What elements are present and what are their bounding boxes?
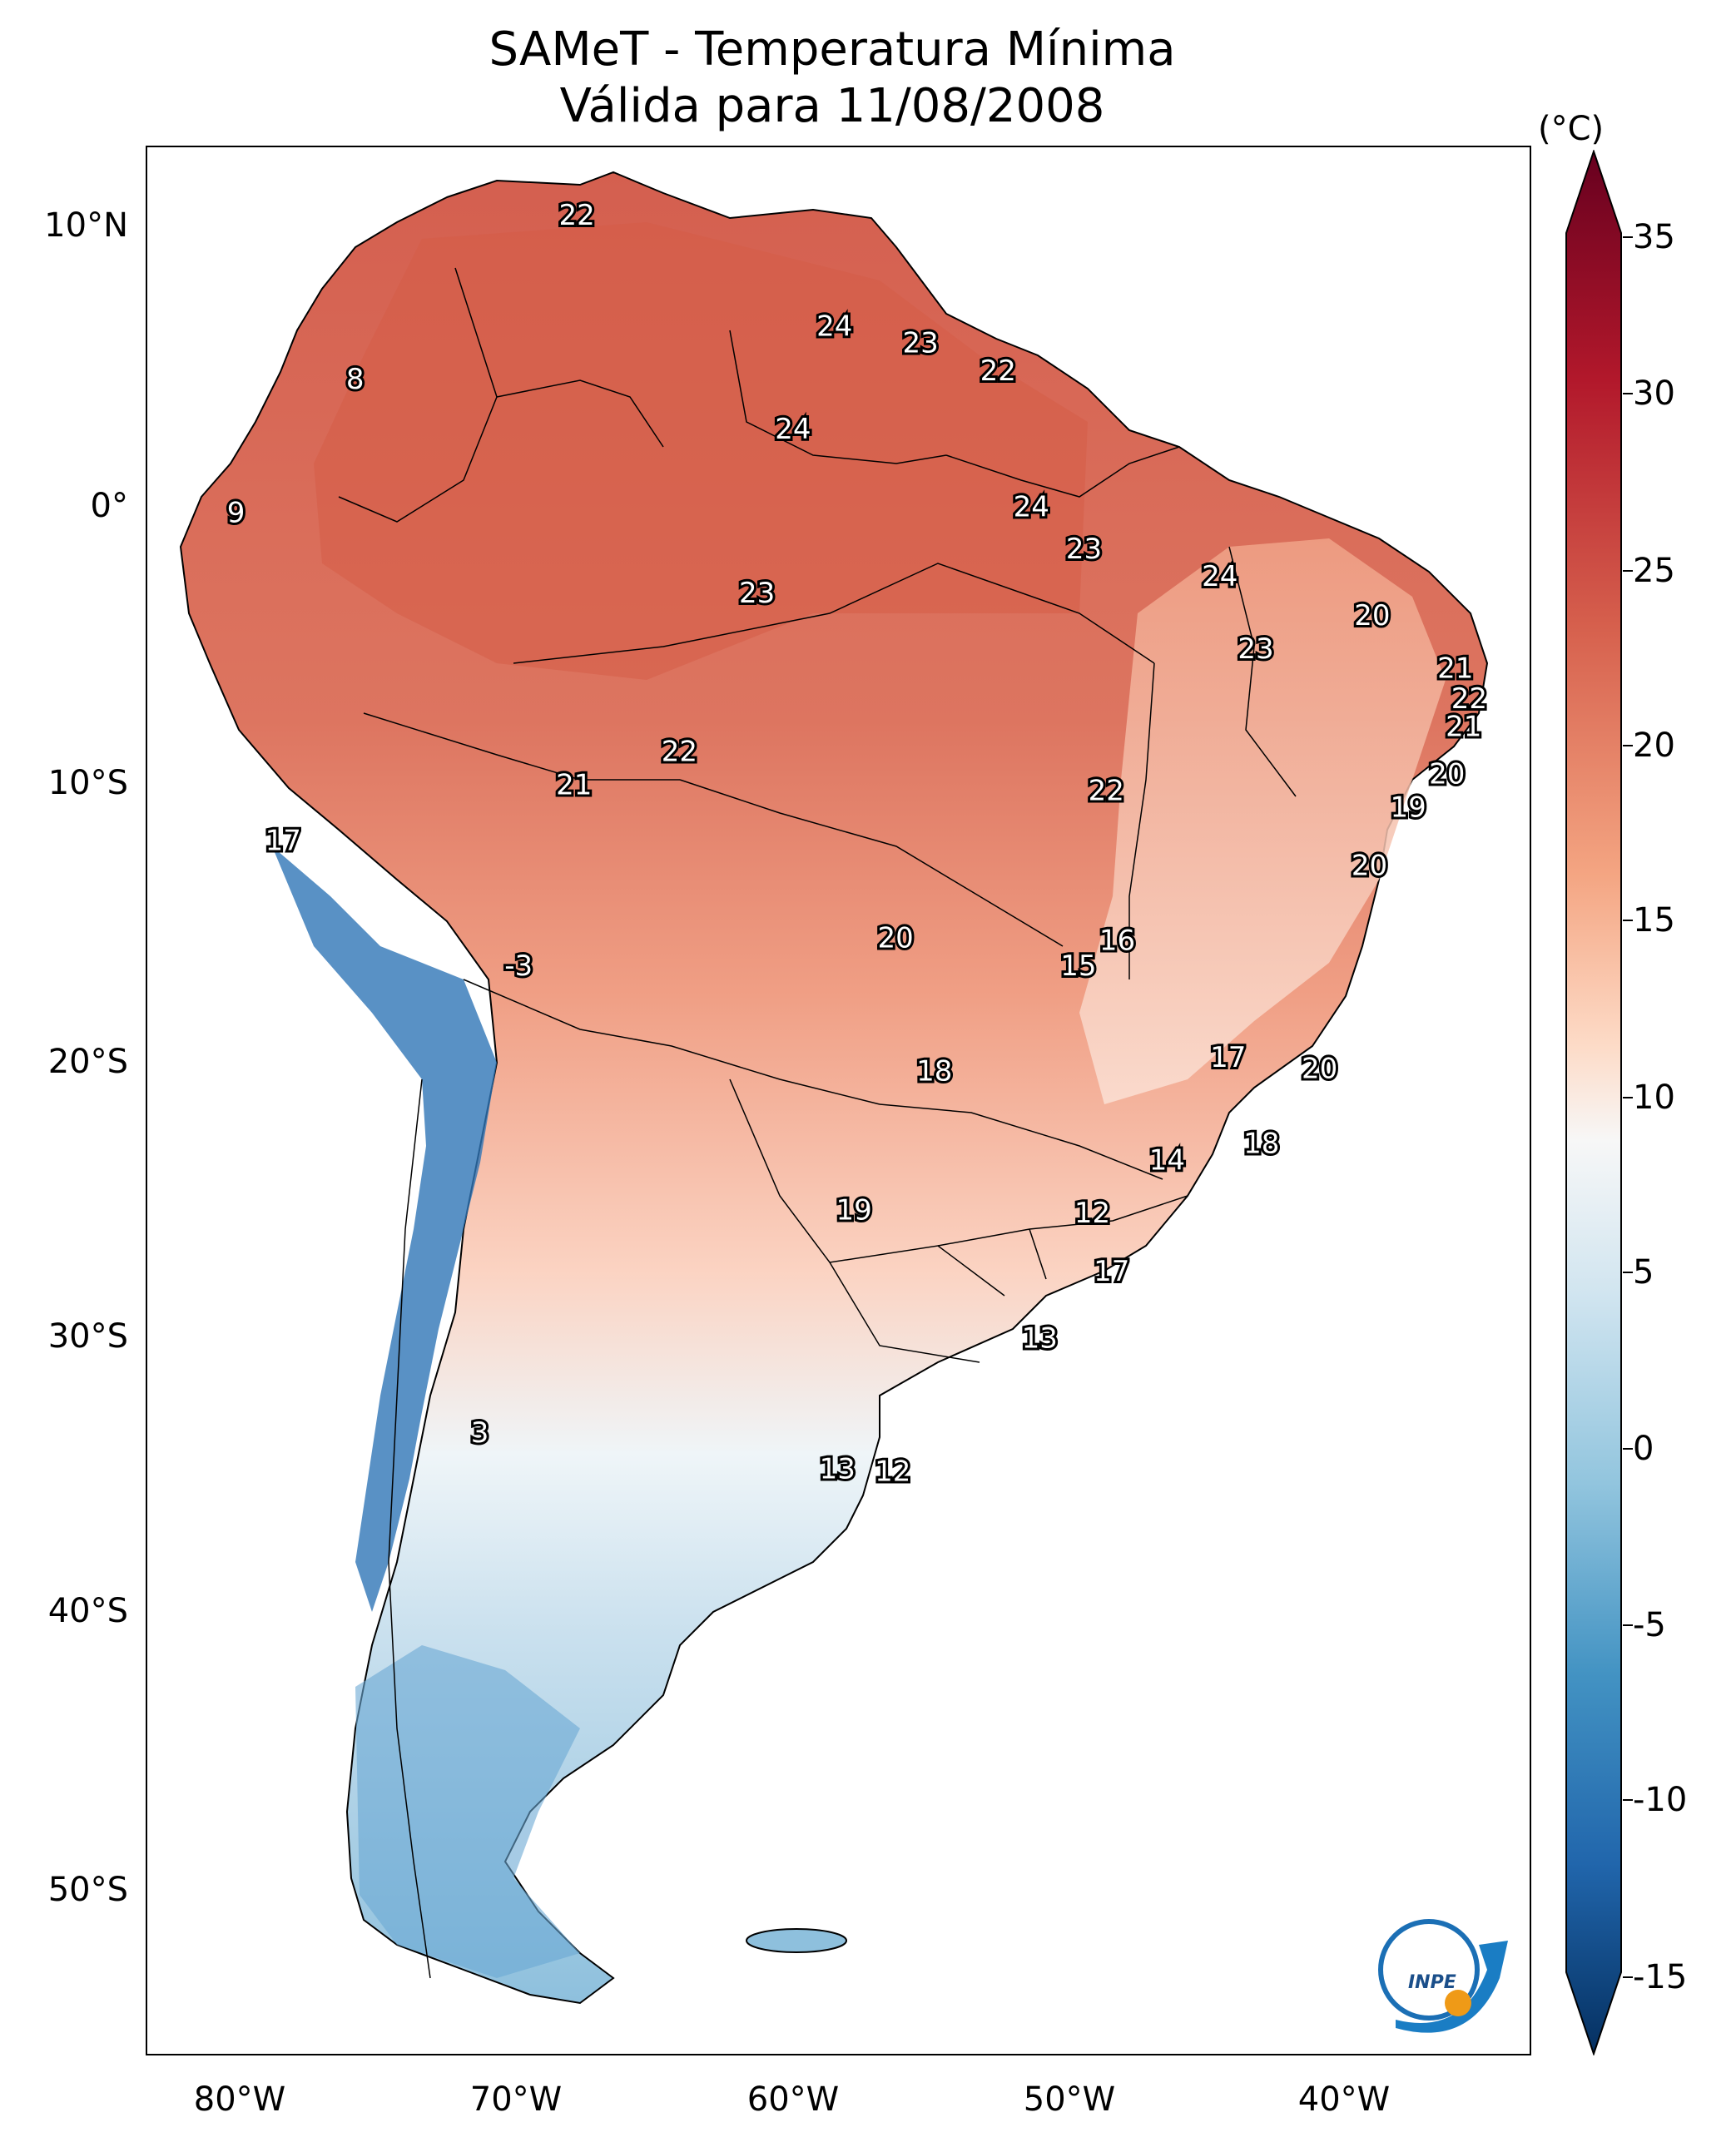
temperature-label: 13 bbox=[1022, 1321, 1058, 1355]
colorbar-tick bbox=[1623, 1799, 1633, 1801]
east-brazil-region bbox=[1079, 538, 1446, 1104]
temperature-label: 9 bbox=[227, 496, 246, 529]
lon-tick-label: 80°W bbox=[193, 2080, 286, 2119]
colorbar-label: 25 bbox=[1633, 552, 1675, 590]
colorbar-label: 35 bbox=[1633, 218, 1675, 256]
colorbar-tick bbox=[1623, 1624, 1633, 1626]
temperature-label: 24 bbox=[775, 413, 811, 446]
temperature-label: 21 bbox=[1446, 711, 1481, 744]
colorbar bbox=[1565, 150, 1622, 2055]
colorbar-tick bbox=[1623, 236, 1633, 238]
colorbar-tick bbox=[1623, 1272, 1633, 1273]
temperature-label: 21 bbox=[1437, 652, 1473, 685]
temperature-label: 20 bbox=[1354, 599, 1390, 632]
lon-tick-label: 40°W bbox=[1297, 2080, 1391, 2119]
temperature-label: 22 bbox=[1451, 682, 1487, 716]
temperature-label: 18 bbox=[916, 1055, 952, 1088]
temperature-label: 22 bbox=[662, 736, 697, 769]
temperature-label: 22 bbox=[980, 355, 1016, 388]
colorbar-tick bbox=[1623, 570, 1633, 572]
lat-tick-label: 0° bbox=[90, 487, 128, 525]
temperature-label: 8 bbox=[346, 363, 365, 396]
lat-tick-label: 40°S bbox=[47, 1592, 128, 1630]
colorbar-tick bbox=[1623, 393, 1633, 394]
temperature-label: 3 bbox=[471, 1416, 489, 1450]
temperature-label: 20 bbox=[877, 921, 913, 955]
temperature-label: 24 bbox=[1202, 560, 1238, 593]
temperature-label: 23 bbox=[739, 577, 775, 610]
map-frame: 22 8 24 23 22 24 9 24 23 23 24 20 23 21 22 21 22 21 20 22 19… bbox=[146, 146, 1531, 2055]
colorbar-label: 10 bbox=[1633, 1078, 1675, 1117]
political-borders bbox=[338, 267, 1297, 1979]
temperature-label: 17 bbox=[265, 825, 301, 858]
temperature-label: 20 bbox=[1429, 757, 1465, 791]
lat-tick-label: 10°S bbox=[47, 764, 128, 802]
temperature-label: 12 bbox=[875, 1455, 910, 1489]
lat-tick-label: 10°N bbox=[44, 206, 128, 245]
temperature-label: 22 bbox=[1089, 774, 1124, 807]
falkland-islands bbox=[746, 1928, 847, 1953]
colorbar-tick bbox=[1623, 745, 1633, 746]
temperature-label: 23 bbox=[902, 327, 938, 360]
temperature-label: 19 bbox=[836, 1194, 871, 1227]
colorbar-tick bbox=[1623, 1097, 1633, 1098]
colorbar-tick bbox=[1623, 920, 1633, 921]
map-title-line2: Válida para 11/08/2008 bbox=[559, 79, 1105, 133]
colorbar-label: 15 bbox=[1633, 901, 1675, 940]
colorbar-label: 20 bbox=[1633, 726, 1675, 765]
temperature-label: 18 bbox=[1243, 1128, 1279, 1161]
temperature-label: 17 bbox=[1210, 1041, 1246, 1074]
inpe-logo-text: INPE bbox=[1408, 1972, 1456, 1993]
colorbar-tick bbox=[1623, 1976, 1633, 1978]
temperature-label: 14 bbox=[1149, 1144, 1185, 1178]
temperature-label: 12 bbox=[1074, 1197, 1110, 1230]
temperature-label: 16 bbox=[1099, 925, 1135, 958]
temperature-label: 21 bbox=[556, 769, 592, 802]
temperature-label: -3 bbox=[504, 950, 533, 983]
colorbar-unit: (°C) bbox=[1538, 110, 1605, 148]
temperature-label: 20 bbox=[1302, 1052, 1337, 1085]
colorbar-label: 0 bbox=[1633, 1430, 1654, 1468]
lat-tick-label: 30°S bbox=[47, 1317, 128, 1356]
lon-tick-label: 50°W bbox=[1023, 2080, 1116, 2119]
lat-tick-label: 20°S bbox=[47, 1043, 128, 1081]
temperature-label: 24 bbox=[816, 310, 852, 344]
temperature-label: 15 bbox=[1060, 950, 1096, 983]
colorbar-label: -10 bbox=[1633, 1781, 1688, 1819]
temperature-label: 19 bbox=[1390, 791, 1426, 824]
patagonia-cool-region bbox=[355, 1645, 580, 1978]
temperature-label: 17 bbox=[1094, 1255, 1129, 1288]
temperature-label: 23 bbox=[1238, 632, 1273, 666]
amazon-warm-region bbox=[314, 222, 1088, 680]
temperature-label: 13 bbox=[820, 1452, 856, 1485]
lon-tick-label: 60°W bbox=[746, 2080, 840, 2119]
andes-cold-band bbox=[272, 846, 497, 1612]
temperature-label: 20 bbox=[1352, 850, 1387, 883]
colorbar-tick bbox=[1623, 1448, 1633, 1450]
temperature-label: 23 bbox=[1066, 533, 1102, 566]
lon-tick-label: 70°W bbox=[469, 2080, 563, 2119]
map-title-line1: SAMeT - Temperatura Mínima bbox=[489, 22, 1176, 77]
colorbar-body bbox=[1565, 150, 1622, 2055]
colorbar-label: -15 bbox=[1633, 1958, 1688, 1996]
colorbar-label: -5 bbox=[1633, 1606, 1666, 1644]
colorbar-label: 30 bbox=[1633, 374, 1675, 413]
lat-tick-label: 50°S bbox=[47, 1871, 128, 1909]
temperature-label: 24 bbox=[1014, 491, 1049, 524]
inpe-logo: INPE bbox=[1378, 1919, 1508, 2033]
colorbar-label: 5 bbox=[1633, 1253, 1654, 1292]
temperature-label: 22 bbox=[558, 199, 594, 232]
